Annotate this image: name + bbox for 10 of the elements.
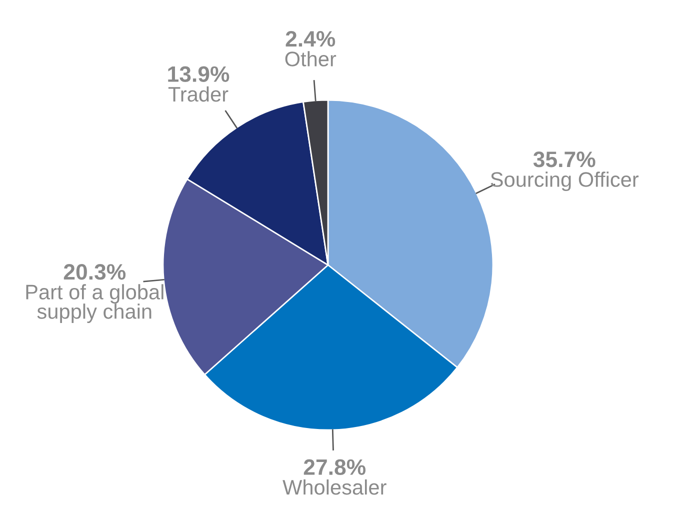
- data-label: 20.3%: [64, 264, 126, 280]
- slice-label: Wholesaler: [282, 479, 386, 495]
- data-label: 27.8%: [304, 459, 366, 476]
- data-label: 13.9%: [168, 66, 230, 82]
- slice-label: Sourcing Officer: [490, 172, 639, 192]
- slice-label: Other: [285, 51, 336, 66]
- slice-label: Part of a global supply chain: [26, 284, 164, 323]
- slice-label: Trader: [168, 86, 228, 102]
- data-label: 2.4%: [286, 30, 336, 47]
- data-label: 35.7%: [533, 152, 596, 168]
